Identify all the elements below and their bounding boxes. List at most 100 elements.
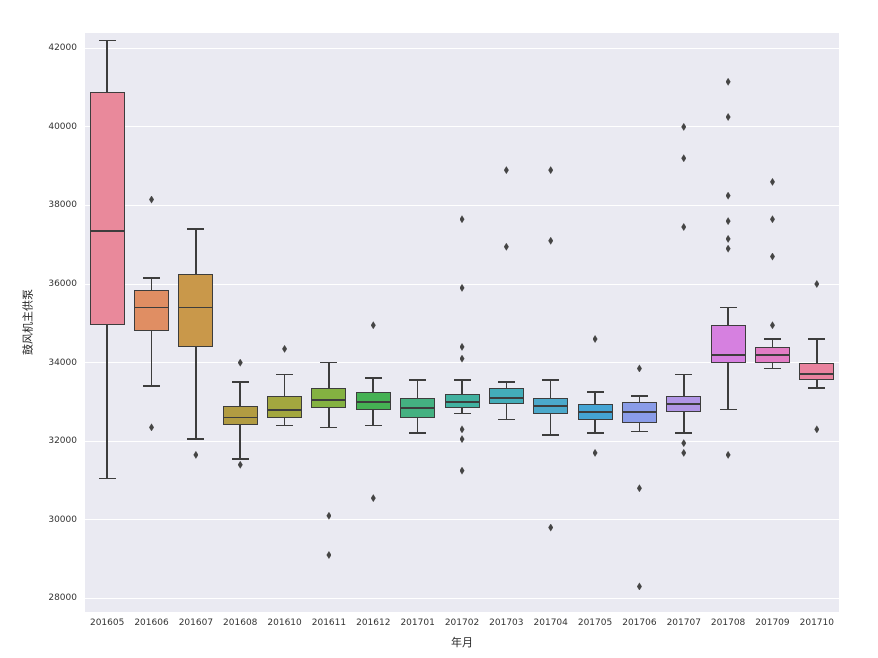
x-tick-label: 201709 xyxy=(755,618,790,628)
whisker-cap-upper xyxy=(542,379,560,382)
whisker-cap-upper xyxy=(409,379,427,382)
whisker-cap-lower xyxy=(320,426,338,429)
median-line xyxy=(178,306,214,309)
outlier-marker xyxy=(326,551,332,560)
outlier-marker xyxy=(503,242,509,251)
median-line xyxy=(355,400,391,403)
box-rect xyxy=(488,388,524,404)
whisker-cap-lower xyxy=(719,408,737,411)
x-tick-label: 201612 xyxy=(356,618,391,628)
x-tick-label: 201704 xyxy=(533,618,568,628)
whisker-cap-upper xyxy=(719,306,737,309)
box-rect xyxy=(710,325,746,363)
whisker-cap-lower xyxy=(675,432,693,435)
whisker-line xyxy=(106,325,108,479)
outlier-marker xyxy=(725,234,731,243)
whisker-line xyxy=(638,423,641,432)
whisker-cap-upper xyxy=(98,39,116,42)
whisker-cap-lower xyxy=(542,434,560,437)
whisker-cap-lower xyxy=(364,424,382,427)
whisker-cap-lower xyxy=(586,432,604,435)
whisker-cap-upper xyxy=(675,373,693,376)
median-line xyxy=(267,408,303,411)
x-tick-label: 201611 xyxy=(311,618,347,628)
outlier-marker xyxy=(769,252,775,261)
y-tick-label: 38000 xyxy=(48,200,77,211)
whisker-line xyxy=(195,346,197,440)
whisker-line xyxy=(594,392,596,404)
outlier-marker xyxy=(149,195,155,204)
y-tick-label: 32000 xyxy=(48,436,77,447)
median-line xyxy=(533,404,569,407)
whisker-line xyxy=(771,338,774,347)
whisker-line xyxy=(150,278,153,290)
outlier-marker xyxy=(681,439,687,448)
whisker-cap-lower xyxy=(763,367,781,370)
median-line xyxy=(577,410,613,413)
gridline-y xyxy=(85,519,839,521)
whisker-cap-upper xyxy=(497,381,515,383)
x-tick-label: 201606 xyxy=(134,618,169,628)
box-rect xyxy=(355,392,391,410)
whisker-line xyxy=(239,425,242,459)
whisker-line xyxy=(549,380,552,398)
whisker-line xyxy=(682,374,685,396)
x-tick-label: 201701 xyxy=(400,618,435,628)
outlier-marker xyxy=(769,321,775,330)
outlier-marker xyxy=(503,166,509,175)
outlier-marker xyxy=(548,166,554,175)
whisker-cap-upper xyxy=(143,277,161,279)
x-tick-label: 201705 xyxy=(577,618,613,628)
outlier-marker xyxy=(814,280,820,288)
outlier-marker xyxy=(459,354,465,363)
whisker-line xyxy=(505,382,508,389)
x-tick-label: 201708 xyxy=(710,618,746,628)
median-line xyxy=(134,306,170,309)
outlier-marker xyxy=(681,448,687,457)
box-rect xyxy=(311,388,347,408)
median-line xyxy=(754,353,790,356)
y-tick-label: 28000 xyxy=(48,593,77,604)
whisker-line xyxy=(816,380,818,389)
outlier-marker xyxy=(725,113,731,122)
median-line xyxy=(222,416,258,419)
box-rect xyxy=(444,393,480,408)
median-line xyxy=(488,397,524,399)
plot-area xyxy=(85,33,839,612)
x-tick-label: 201706 xyxy=(622,618,657,628)
median-line xyxy=(799,373,835,376)
outlier-marker xyxy=(592,334,598,343)
whisker-line xyxy=(416,380,419,398)
median-line xyxy=(400,406,436,409)
whisker-line xyxy=(727,362,729,410)
whisker-cap-upper xyxy=(364,377,382,380)
gridline-y xyxy=(85,47,839,49)
outlier-marker xyxy=(459,435,465,444)
box-rect xyxy=(621,401,657,424)
whisker-cap-lower xyxy=(409,432,427,435)
outlier-marker xyxy=(370,494,376,503)
outlier-marker xyxy=(326,511,332,520)
x-tick-label: 201605 xyxy=(89,618,125,628)
outlier-marker xyxy=(725,217,731,226)
outlier-marker xyxy=(149,423,155,432)
outlier-marker xyxy=(548,236,554,245)
median-line xyxy=(710,353,746,356)
x-tick-label: 201702 xyxy=(444,618,480,628)
whisker-line xyxy=(461,380,463,394)
whisker-line xyxy=(283,374,286,396)
outlier-marker xyxy=(459,425,465,434)
whisker-line xyxy=(682,411,685,434)
whisker-cap-upper xyxy=(630,395,648,397)
outlier-marker xyxy=(193,450,199,459)
y-axis-label: 鼓风机主供泵 xyxy=(21,289,35,355)
outlier-marker xyxy=(237,358,243,367)
box-rect xyxy=(178,274,214,347)
outlier-marker xyxy=(681,154,687,163)
y-tick-label: 34000 xyxy=(48,357,77,368)
whisker-line xyxy=(150,331,153,387)
whisker-line xyxy=(283,417,286,426)
whisker-cap-lower xyxy=(276,424,294,427)
whisker-line xyxy=(594,419,596,434)
x-tick-label: 201703 xyxy=(489,618,524,628)
